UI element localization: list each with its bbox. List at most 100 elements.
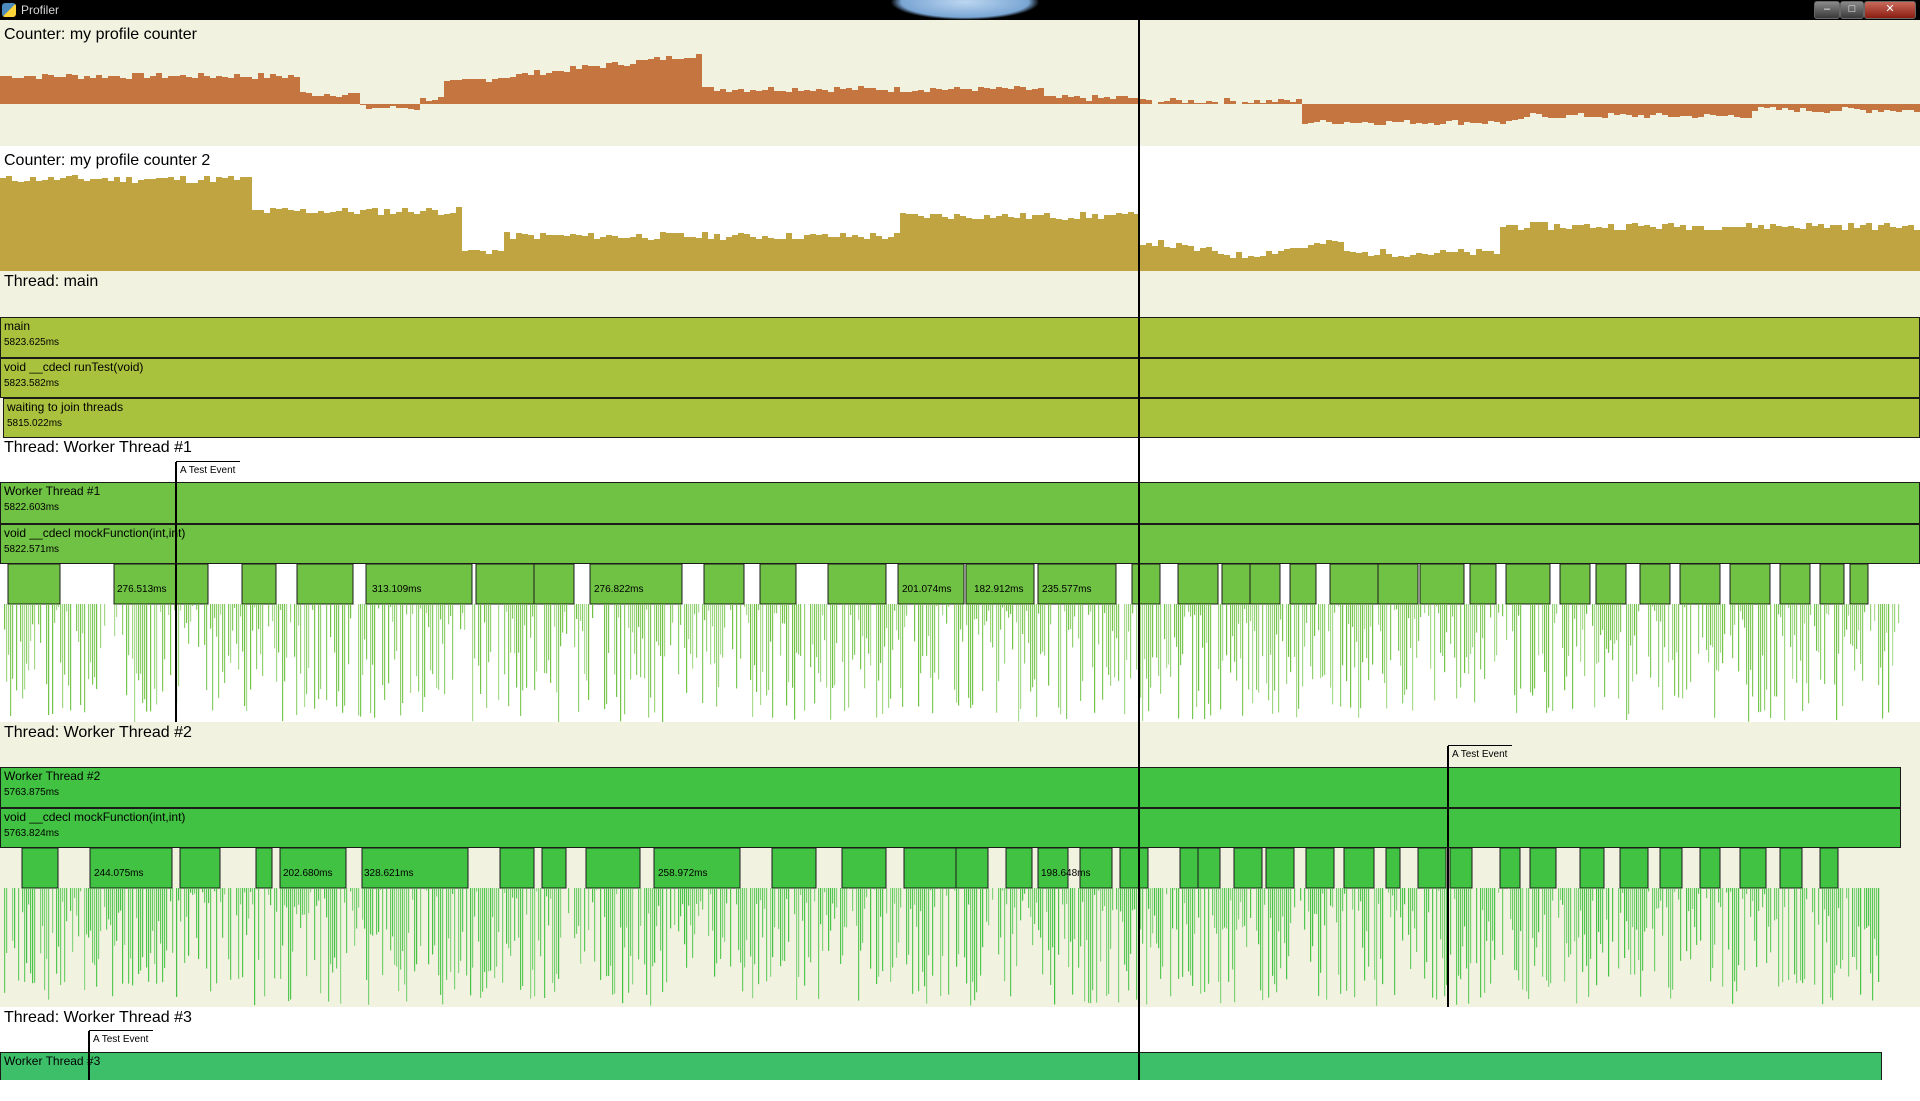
call-stripe [1204, 888, 1206, 992]
call-stripe [1690, 888, 1692, 960]
call-stripe [1434, 604, 1436, 701]
call-stripe [1148, 604, 1150, 712]
maximize-button[interactable]: □ [1840, 1, 1864, 19]
call-stripe [976, 888, 978, 993]
call-stripe [1580, 888, 1582, 911]
call-stripe [1802, 604, 1804, 712]
worker2-call-stack[interactable] [0, 848, 1920, 1007]
call-stripe [614, 888, 616, 994]
call-stripe [710, 888, 712, 895]
call-stripe [1216, 888, 1218, 934]
event-marker-label[interactable]: A Test Event [176, 461, 240, 476]
event-marker-label[interactable]: A Test Event [89, 1030, 153, 1045]
call-stripe [992, 604, 994, 648]
call-stripe [1118, 604, 1120, 681]
zone-mockfunction-2[interactable]: void __cdecl mockFunction(int,int) 5763.… [0, 808, 1901, 848]
call-stripe [1070, 604, 1072, 630]
call-stripe [930, 888, 932, 891]
call-stripe [658, 604, 660, 646]
call-stripe [260, 604, 262, 655]
call-stripe [784, 604, 786, 624]
duration-label: 244.075ms [94, 868, 144, 879]
call-stripe [48, 888, 50, 1000]
call-stripe [1460, 604, 1462, 688]
call-stripe [876, 604, 878, 718]
zone-worker-thread-3[interactable]: Worker Thread #3 [0, 1052, 1882, 1080]
call-stripe [1264, 888, 1266, 905]
status-area [0, 1080, 1920, 1101]
call-stripe [130, 888, 132, 959]
call-stripe [678, 888, 680, 932]
zone-runtest[interactable]: void __cdecl runTest(void) 5823.582ms [0, 358, 1920, 398]
call-stripe [402, 888, 404, 952]
call-stripe [774, 888, 776, 928]
call-stripe [830, 604, 832, 720]
call-stripe [864, 604, 866, 689]
call-stripe [640, 604, 642, 678]
call-stripe [1750, 888, 1752, 917]
call-stripe [576, 888, 578, 934]
call-stripe [1672, 604, 1674, 661]
call-stripe [1550, 888, 1552, 984]
call-stripe [968, 604, 970, 698]
call-stripe [1262, 604, 1264, 657]
call-stripe [1632, 888, 1634, 928]
call-stripe [170, 888, 172, 902]
call-stripe [1662, 604, 1664, 710]
call-stripe [1762, 888, 1764, 908]
zone-worker-thread-2[interactable]: Worker Thread #2 5763.875ms [0, 767, 1901, 808]
call-stripe [250, 604, 252, 690]
zone-main[interactable]: main 5823.625ms [0, 317, 1920, 358]
call-stripe [344, 604, 346, 706]
call-stripe [740, 888, 742, 963]
call-stripe [190, 604, 192, 622]
close-button[interactable]: ✕ [1864, 1, 1916, 19]
call-stripe [1270, 888, 1272, 919]
call-stripe [1174, 888, 1176, 890]
minimize-button[interactable]: – [1814, 1, 1840, 19]
profiler-timeline[interactable]: Counter: my profile counter Counter: my … [0, 20, 1920, 1080]
call-stripe [548, 888, 550, 926]
call-stripe [110, 888, 112, 926]
worker1-call-stack[interactable] [0, 564, 1920, 722]
call-stripe [1468, 604, 1470, 674]
call-stripe [438, 888, 440, 976]
call-stripe [298, 888, 300, 905]
call-stripe [732, 604, 734, 650]
call-stripe [988, 604, 990, 611]
event-marker-label[interactable]: A Test Event [1448, 745, 1512, 760]
call-stripe [1210, 604, 1212, 716]
call-stripe [1272, 604, 1274, 714]
zone-block [89, 848, 173, 889]
call-stripe [978, 888, 980, 890]
call-stripe [1800, 888, 1802, 981]
call-stripe [1486, 888, 1488, 941]
call-stripe [268, 604, 270, 627]
call-stripe [716, 888, 718, 964]
call-stripe [688, 888, 690, 906]
call-stripe [1652, 888, 1654, 929]
call-stripe [348, 604, 350, 665]
call-stripe [198, 888, 200, 960]
call-stripe [606, 604, 608, 705]
call-stripe [1750, 604, 1752, 670]
call-stripe [890, 888, 892, 982]
time-cursor[interactable] [1138, 20, 1140, 1080]
zone-waiting-to-join[interactable]: waiting to join threads 5815.022ms [3, 398, 1920, 438]
zone-worker-thread-1[interactable]: Worker Thread #1 5822.603ms [0, 482, 1920, 524]
call-stripe [1320, 604, 1322, 679]
call-stripe [1378, 604, 1380, 625]
call-stripe [508, 888, 510, 949]
call-stripe [1078, 888, 1080, 968]
call-stripe [1838, 604, 1840, 654]
call-stripe [1342, 604, 1344, 666]
call-stripe [1436, 888, 1438, 1000]
duration-label: 258.972ms [658, 868, 708, 879]
call-stripe [1854, 888, 1856, 957]
zone-mockfunction-1[interactable]: void __cdecl mockFunction(int,int) 5822.… [0, 524, 1920, 564]
call-stripe [1820, 604, 1822, 680]
call-stripe [630, 604, 632, 680]
call-stripe [1382, 888, 1384, 985]
call-stripe [596, 888, 598, 890]
call-stripe [966, 888, 968, 984]
